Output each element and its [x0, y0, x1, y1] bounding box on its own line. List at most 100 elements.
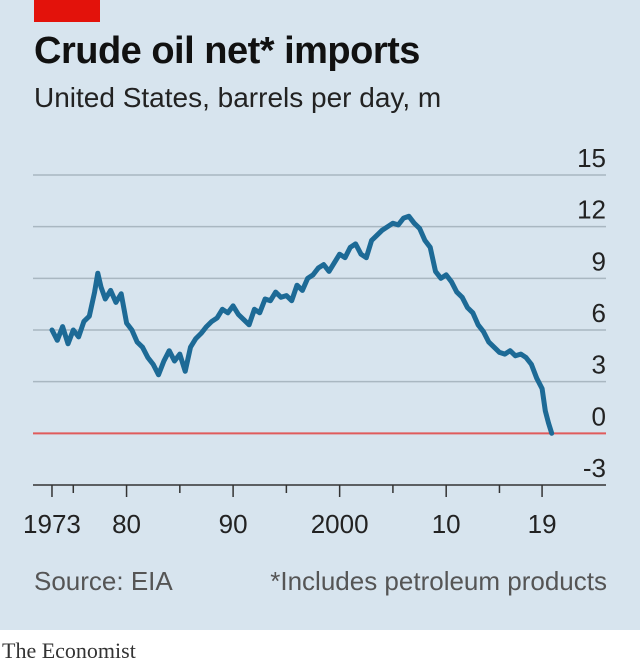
- data-point: [305, 276, 310, 281]
- chart-subtitle: United States, barrels per day, m: [34, 82, 442, 113]
- x-tick-label: 2000: [311, 509, 369, 539]
- data-point: [151, 362, 156, 367]
- x-tick-label: 80: [112, 509, 141, 539]
- data-point: [172, 358, 177, 364]
- data-point: [518, 351, 523, 357]
- data-point: [337, 252, 342, 257]
- y-tick-label: -3: [583, 453, 606, 483]
- data-point: [95, 271, 101, 276]
- data-point: [167, 348, 172, 353]
- data-point: [60, 324, 65, 329]
- data-point: [55, 338, 60, 343]
- data-point: [262, 296, 268, 302]
- data-point: [491, 345, 497, 350]
- data-point: [486, 339, 491, 345]
- x-tick-label: 1973: [23, 509, 81, 539]
- data-point: [204, 324, 209, 329]
- y-axis-labels: 15 12 9 6 3 0 -3: [577, 143, 606, 483]
- data-point: [257, 310, 262, 315]
- data-point: [385, 224, 390, 229]
- data-point: [230, 303, 236, 309]
- data-point: [396, 222, 401, 228]
- y-tick-label: 12: [577, 195, 606, 225]
- data-point: [268, 298, 273, 303]
- data-point: [507, 348, 513, 353]
- data-point: [300, 288, 305, 293]
- data-point: [475, 322, 481, 327]
- data-point: [198, 331, 204, 336]
- chart-panel: Crude oil net* imports United States, ba…: [0, 0, 640, 630]
- y-tick-label: 3: [592, 350, 606, 380]
- brand-wordmark: The Economist: [2, 638, 136, 663]
- data-point: [438, 276, 444, 281]
- data-point: [364, 255, 369, 260]
- data-point: [546, 420, 551, 426]
- data-point: [310, 272, 316, 278]
- data-point: [502, 351, 507, 357]
- data-point: [135, 339, 140, 345]
- data-point: [294, 283, 300, 288]
- y-tick-label: 9: [592, 246, 606, 276]
- data-point: [513, 353, 518, 358]
- data-point: [241, 317, 246, 322]
- data-point: [188, 345, 193, 350]
- data-point: [433, 269, 438, 274]
- data-point: [119, 291, 124, 296]
- data-point: [326, 269, 332, 274]
- data-point: [124, 320, 129, 326]
- data-point: [65, 341, 71, 346]
- x-tick-label: 90: [219, 509, 248, 539]
- data-point: [470, 310, 475, 315]
- data-point: [76, 334, 81, 340]
- data-point: [444, 272, 449, 278]
- data-point: [92, 289, 97, 295]
- data-point: [316, 265, 321, 271]
- data-point: [284, 293, 289, 298]
- x-axis: 1973 80 90 2000 10 19: [23, 484, 606, 539]
- data-point: [543, 408, 548, 414]
- data-point: [113, 300, 119, 305]
- data-point: [87, 314, 92, 319]
- data-point: [140, 345, 145, 350]
- data-point: [49, 327, 55, 333]
- data-point: [534, 376, 539, 381]
- data-point: [497, 350, 502, 355]
- data-point: [406, 214, 412, 219]
- data-point: [108, 288, 113, 293]
- data-point: [332, 260, 337, 265]
- y-tick-label: 15: [577, 143, 606, 173]
- data-point: [252, 307, 257, 312]
- data-point: [428, 245, 433, 250]
- y-tick-label: 6: [592, 298, 606, 328]
- data-point: [412, 221, 417, 226]
- data-point: [369, 238, 374, 243]
- data-point: [380, 227, 385, 233]
- chart-title: Crude oil net* imports: [34, 30, 420, 72]
- data-point: [549, 431, 554, 436]
- data-point: [374, 233, 380, 238]
- data-point: [225, 310, 230, 315]
- data-point: [183, 369, 188, 374]
- data-point: [358, 252, 364, 257]
- brand-red-tag: [34, 0, 100, 22]
- data-point: [523, 355, 529, 360]
- data-point: [273, 289, 278, 295]
- data-point: [390, 221, 396, 226]
- gridlines: [33, 174, 606, 435]
- source-note: Source: EIA: [34, 566, 173, 596]
- data-point: [71, 327, 76, 333]
- data-point: [422, 238, 428, 243]
- data-point: [214, 315, 220, 321]
- data-point: [103, 296, 108, 302]
- data-point: [145, 355, 151, 360]
- data-point: [129, 327, 135, 333]
- data-point: [193, 336, 198, 341]
- data-point: [209, 319, 214, 324]
- data-point: [161, 358, 167, 364]
- y-tick-label: 0: [592, 401, 606, 431]
- data-point: [81, 319, 87, 324]
- data-point: [321, 262, 326, 267]
- data-point: [460, 295, 465, 300]
- data-point: [353, 241, 358, 247]
- data-point: [465, 305, 470, 310]
